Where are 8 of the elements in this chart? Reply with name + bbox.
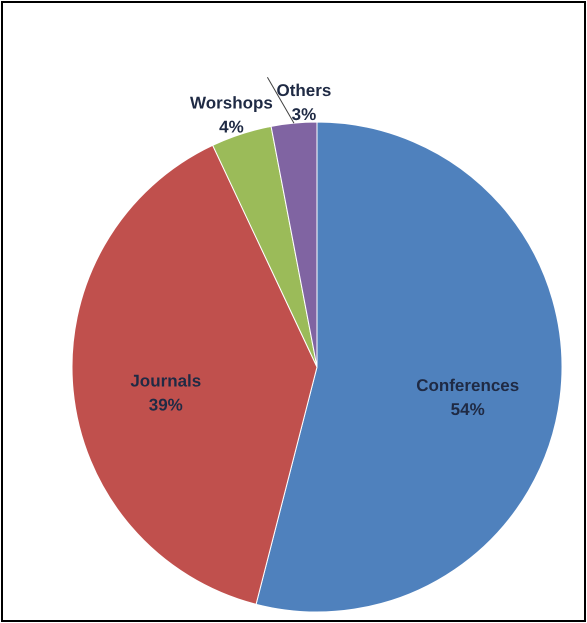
data-label: 39%: [148, 395, 183, 414]
data-label: 54%: [450, 400, 485, 420]
data-label: 3%: [292, 105, 316, 124]
slice-label: Journals: [130, 371, 202, 390]
slice-label: Conferences: [416, 376, 520, 396]
slice-label: Worshops: [190, 94, 273, 113]
slice-label: Others: [276, 81, 332, 100]
data-label: 4%: [219, 118, 244, 137]
